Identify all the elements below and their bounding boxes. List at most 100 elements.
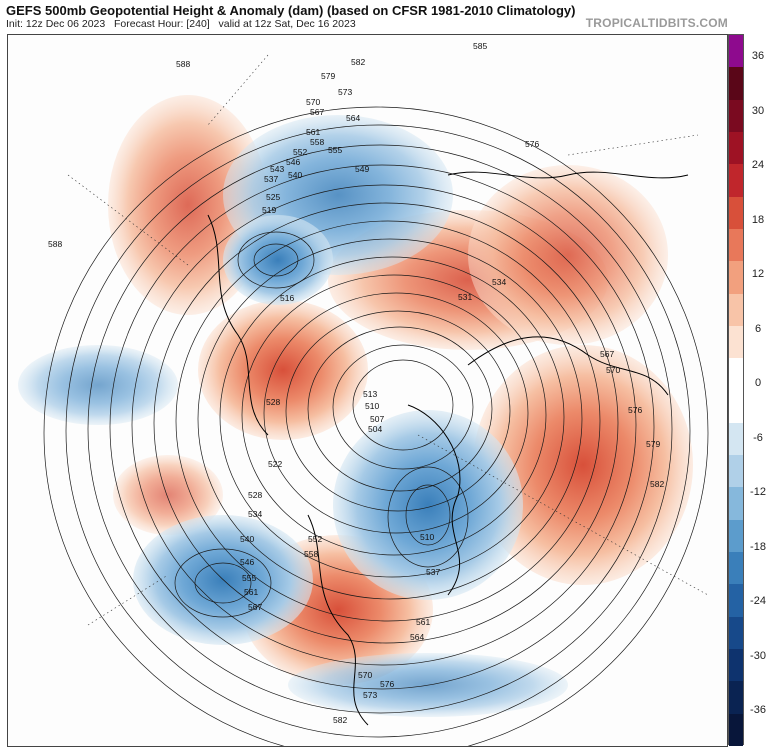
contour-label: 561 bbox=[306, 127, 320, 137]
contour-label: 537 bbox=[264, 174, 278, 184]
height-contours bbox=[43, 106, 709, 746]
colorbar-segment bbox=[729, 519, 743, 553]
contour-label: 558 bbox=[310, 137, 324, 147]
colorbar-tick-label: -12 bbox=[750, 486, 766, 498]
contour-label: 504 bbox=[368, 424, 382, 434]
contour-label: 573 bbox=[363, 690, 377, 700]
colorbar-segment bbox=[729, 358, 743, 391]
colorbar-tick-label: -18 bbox=[750, 540, 766, 553]
contour-label: 576 bbox=[628, 405, 642, 415]
contour-label: 528 bbox=[266, 397, 280, 407]
contour-label: 540 bbox=[240, 534, 254, 544]
coastlines bbox=[207, 171, 689, 726]
colorbar-segment bbox=[729, 67, 743, 101]
colorbar-tick-label: 0 bbox=[754, 377, 762, 389]
contour-label: 528 bbox=[248, 490, 262, 500]
contour-label: 588 bbox=[176, 59, 190, 69]
colorbar-tick-label: 36 bbox=[751, 50, 765, 62]
contour-label: 534 bbox=[492, 277, 506, 287]
colorbar-segment bbox=[729, 422, 743, 456]
contour-label: 537 bbox=[426, 567, 440, 577]
colorbar-segment bbox=[729, 455, 743, 488]
contour-label: 582 bbox=[333, 715, 347, 725]
colorbar-segment bbox=[729, 196, 743, 230]
colorbar-segment bbox=[729, 713, 743, 747]
colorbar-segment bbox=[729, 649, 743, 682]
height-anomaly-map: 585 582 579 576 573 570 567 564 561 558 … bbox=[18, 41, 709, 746]
contour-label: 561 bbox=[244, 587, 258, 597]
map-panel: 585 582 579 576 573 570 567 564 561 558 … bbox=[7, 34, 728, 747]
contour-label: 567 bbox=[248, 602, 262, 612]
contour-label: 507 bbox=[370, 414, 384, 424]
contour-label: 555 bbox=[328, 145, 342, 155]
contour-label: 576 bbox=[380, 679, 394, 689]
init-time: Init: 12z Dec 06 2023 bbox=[6, 18, 106, 30]
colorbar-segment bbox=[729, 390, 743, 424]
contour-label: 582 bbox=[650, 479, 664, 489]
contour-label: 540 bbox=[288, 170, 302, 180]
colorbar-segment bbox=[729, 228, 743, 262]
contour-label: 582 bbox=[351, 57, 365, 67]
map-title: GEFS 500mb Geopotential Height & Anomaly… bbox=[6, 3, 576, 18]
contour-label: 570 bbox=[306, 97, 320, 107]
contour-label: 552 bbox=[293, 147, 307, 157]
colorbar-tick-label: -24 bbox=[750, 595, 766, 607]
contour-label: 564 bbox=[410, 632, 424, 642]
contour-label: 564 bbox=[346, 113, 360, 123]
contour-labels: 585 582 579 576 573 570 567 564 561 558 … bbox=[48, 41, 664, 725]
colorbar-tick-label: 6 bbox=[754, 322, 762, 335]
anomaly-colorbar bbox=[728, 34, 744, 747]
contour-label: 531 bbox=[458, 292, 472, 302]
contour-label: 567 bbox=[310, 107, 324, 117]
negative-anomaly bbox=[223, 215, 333, 305]
colorbar-segment bbox=[729, 616, 743, 650]
colorbar-segment bbox=[729, 35, 743, 68]
contour-label: 510 bbox=[365, 401, 379, 411]
contour-label: 516 bbox=[280, 293, 294, 303]
colorbar-segment bbox=[729, 131, 743, 165]
valid-time: valid at 12z Sat, Dec 16 2023 bbox=[218, 18, 356, 30]
colorbar-segment bbox=[729, 681, 743, 715]
contour-label: 525 bbox=[266, 192, 280, 202]
contour-label: 549 bbox=[355, 164, 369, 174]
contour-label: 546 bbox=[286, 157, 300, 167]
colorbar-segment bbox=[729, 552, 743, 585]
contour-label: 513 bbox=[363, 389, 377, 399]
positive-anomaly bbox=[113, 455, 223, 535]
contour-label: 522 bbox=[268, 459, 282, 469]
colorbar-tick-label: -30 bbox=[750, 649, 766, 662]
header: GEFS 500mb Geopotential Height & Anomaly… bbox=[0, 0, 768, 34]
colorbar-tick-label: -36 bbox=[750, 704, 766, 716]
contour-label: 573 bbox=[338, 87, 352, 97]
colorbar-tick-label: 18 bbox=[751, 213, 765, 226]
colorbar-segment bbox=[729, 293, 743, 327]
contour-label: 579 bbox=[646, 439, 660, 449]
colorbar-segment bbox=[729, 164, 743, 198]
contour-label: 534 bbox=[248, 509, 262, 519]
contour-label: 576 bbox=[525, 139, 539, 149]
contour-label: 588 bbox=[48, 239, 62, 249]
colorbar-segment bbox=[729, 487, 743, 521]
contour-label: 519 bbox=[262, 205, 276, 215]
brand-watermark: TROPICALTIDBITS.COM bbox=[585, 16, 728, 30]
colorbar-tick-label: 30 bbox=[751, 104, 765, 117]
colorbar-segment bbox=[729, 325, 743, 359]
map-subtitle: Init: 12z Dec 06 2023 Forecast Hour: [24… bbox=[6, 18, 356, 30]
contour-label: 585 bbox=[473, 41, 487, 51]
graticule bbox=[67, 54, 709, 626]
positive-anomaly bbox=[468, 165, 668, 345]
contour-label: 558 bbox=[304, 549, 318, 559]
contour-label: 567 bbox=[600, 349, 614, 359]
colorbar-segment bbox=[729, 261, 743, 295]
positive-anomaly bbox=[198, 300, 368, 440]
colorbar-tick-label: -6 bbox=[753, 431, 763, 444]
contour-label: 546 bbox=[240, 557, 254, 567]
contour-label: 570 bbox=[358, 670, 372, 680]
colorbar-tick-label: 12 bbox=[751, 268, 765, 280]
colorbar-segment bbox=[729, 99, 743, 133]
contour-label: 555 bbox=[242, 573, 256, 583]
contour-label: 561 bbox=[416, 617, 430, 627]
negative-anomaly bbox=[18, 345, 178, 425]
contour-label: 570 bbox=[606, 365, 620, 375]
colorbar-tick-label: 24 bbox=[751, 159, 765, 171]
